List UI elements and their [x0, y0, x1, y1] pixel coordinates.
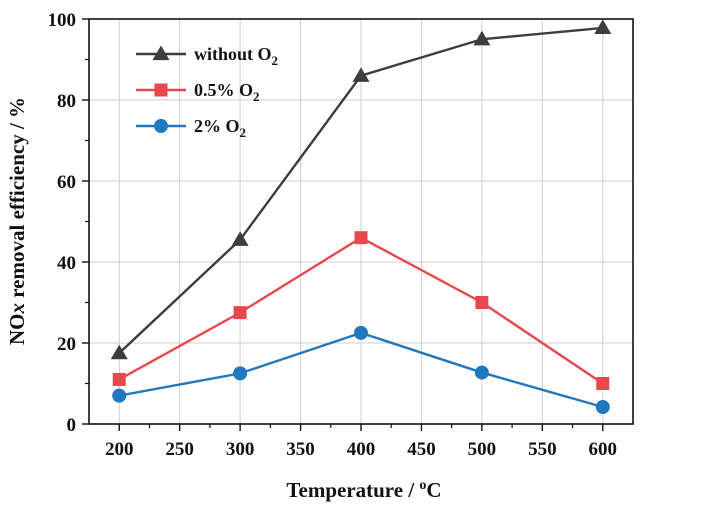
legend-marker — [154, 119, 168, 133]
data-point — [354, 231, 368, 245]
data-point — [112, 388, 127, 403]
y-tick-label: 60 — [57, 172, 76, 193]
legend: without O2 0.5% O2 2% O2 — [136, 44, 278, 140]
series-0 — [110, 19, 612, 360]
series-layer — [110, 19, 612, 414]
y-axis-title: NOx removal efficiency / % — [5, 97, 29, 345]
y-tick-label: 100 — [48, 10, 77, 31]
data-point — [475, 296, 489, 309]
data-point — [233, 366, 248, 381]
data-point — [352, 67, 370, 82]
data-point — [231, 231, 249, 246]
legend-marker — [154, 83, 168, 97]
x-tick-label: 200 — [105, 439, 134, 460]
data-point — [110, 344, 128, 360]
legend-label: 2% O2 — [194, 116, 246, 140]
x-tick-label: 400 — [347, 439, 376, 460]
y-tick-label: 80 — [57, 91, 76, 112]
x-axis: 200 250 300 350 400 450 500 550 600 — [105, 424, 617, 460]
x-tick-label: 300 — [226, 439, 255, 460]
x-tick-label: 550 — [528, 439, 557, 460]
data-point — [112, 372, 126, 386]
x-tick-label: 450 — [407, 439, 436, 460]
minor-ticks — [85, 58, 574, 428]
series-2 — [112, 325, 610, 414]
x-tick-label: 350 — [286, 439, 315, 460]
data-point — [594, 19, 612, 35]
data-point — [354, 325, 368, 340]
legend-item-2: 2% O2 — [136, 116, 246, 140]
x-tick-label: 250 — [165, 439, 194, 460]
data-point — [473, 30, 491, 46]
y-axis: 0 20 40 60 80 100 — [48, 10, 89, 436]
legend-marker — [152, 45, 170, 61]
x-tick-label: 600 — [589, 439, 618, 460]
legend-label: 0.5% O2 — [194, 80, 260, 104]
data-point — [596, 377, 610, 390]
data-point — [474, 365, 489, 380]
data-point — [233, 306, 247, 320]
grid — [89, 18, 633, 425]
legend-label: without O2 — [194, 44, 278, 68]
legend-item-1: 0.5% O2 — [136, 80, 260, 104]
legend-item-0: without O2 — [136, 44, 278, 68]
data-point — [595, 399, 610, 414]
x-tick-label: 500 — [468, 439, 497, 460]
series-1 — [112, 231, 610, 390]
y-tick-label: 40 — [57, 253, 76, 274]
y-tick-label: 0 — [67, 415, 77, 436]
x-axis-title: Temperature / oC — [286, 478, 441, 502]
y-tick-label: 20 — [57, 334, 76, 355]
